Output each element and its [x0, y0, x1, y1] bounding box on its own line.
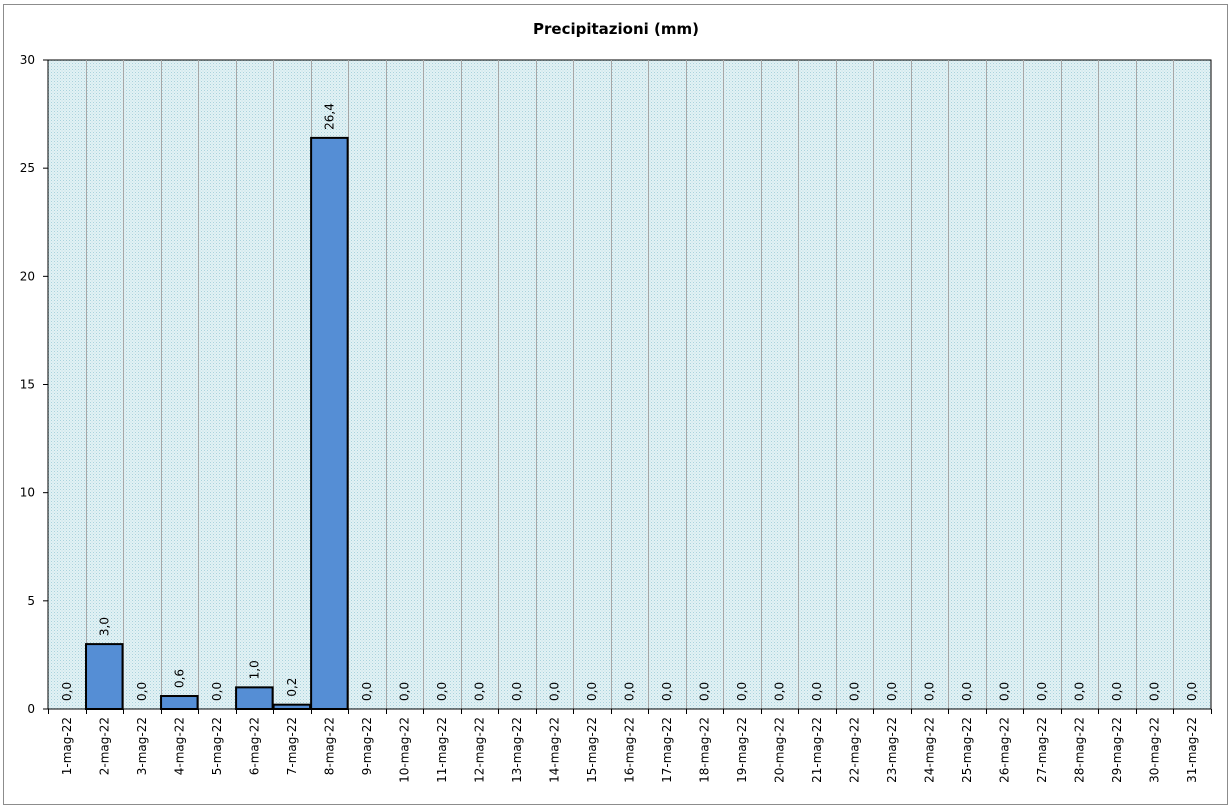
- x-tick-label: 2-mag-22: [97, 717, 111, 775]
- data-label: 0,0: [472, 682, 486, 701]
- data-label: 0,0: [397, 682, 411, 701]
- data-label: 0,0: [1073, 682, 1087, 701]
- data-label: 0,2: [285, 678, 299, 697]
- y-tick-label: 25: [20, 161, 35, 175]
- x-tick-label: 17-mag-22: [660, 717, 674, 783]
- data-label: 0,0: [810, 682, 824, 701]
- x-tick-label: 31-mag-22: [1185, 717, 1199, 783]
- bar: [310, 136, 349, 710]
- data-label: 0,0: [735, 682, 749, 701]
- data-label: 0,6: [172, 669, 186, 688]
- data-label: 0,0: [1035, 682, 1049, 701]
- bar: [160, 695, 199, 711]
- data-label: 0,0: [885, 682, 899, 701]
- x-tick-label: 29-mag-22: [1110, 717, 1124, 783]
- data-labels: 0,0 3,0 0,0 0,6 0,0 1,0 0,2 26,4 0,0 0,0 0,0 0,0 0,0…: [60, 103, 1199, 701]
- y-tick-label: 30: [20, 53, 35, 67]
- data-label: 0,0: [435, 682, 449, 701]
- y-tick-label: 20: [20, 269, 35, 283]
- data-label: 3,0: [97, 617, 111, 636]
- y-axis: 0 5 10 15 20 25 30: [20, 53, 49, 716]
- x-tick-label: 25-mag-22: [960, 717, 974, 783]
- x-tick-label: 12-mag-22: [472, 717, 486, 783]
- x-tick-label: 23-mag-22: [885, 717, 899, 783]
- data-label: 0,0: [60, 682, 74, 701]
- y-tick-label: 15: [20, 378, 35, 392]
- y-tick-label: 5: [27, 594, 35, 608]
- data-label: 0,0: [623, 682, 637, 701]
- chart-title: Precipitazioni (mm): [533, 20, 699, 38]
- data-label: 0,0: [547, 682, 561, 701]
- bar: [235, 686, 274, 710]
- x-tick-label: 5-mag-22: [210, 717, 224, 775]
- x-tick-label: 15-mag-22: [585, 717, 599, 783]
- data-label: 0,0: [210, 682, 224, 701]
- x-tick-label: 3-mag-22: [135, 717, 149, 775]
- x-tick-label: 7-mag-22: [285, 717, 299, 775]
- data-label: 0,0: [698, 682, 712, 701]
- x-tick-label: 24-mag-22: [923, 717, 937, 783]
- bars: [85, 136, 349, 711]
- data-label: 0,0: [848, 682, 862, 701]
- data-label: 0,0: [773, 682, 787, 701]
- data-label: 0,0: [660, 682, 674, 701]
- x-tick-label: 6-mag-22: [247, 717, 261, 775]
- x-axis: 1-mag-22 2-mag-22 3-mag-22 4-mag-22 5-mag-22…: [48, 708, 1212, 783]
- x-tick-label: 14-mag-22: [547, 717, 561, 783]
- bar: [85, 643, 124, 710]
- data-label: 0,0: [585, 682, 599, 701]
- x-tick-label: 9-mag-22: [360, 717, 374, 775]
- data-label: 0,0: [135, 682, 149, 701]
- data-label: 0,0: [998, 682, 1012, 701]
- x-tick-label: 30-mag-22: [1148, 717, 1162, 783]
- x-tick-label: 8-mag-22: [322, 717, 336, 775]
- x-tick-label: 26-mag-22: [998, 717, 1012, 783]
- data-label: 0,0: [1110, 682, 1124, 701]
- x-tick-label: 19-mag-22: [735, 717, 749, 783]
- data-label: 0,0: [960, 682, 974, 701]
- x-tick-label: 11-mag-22: [435, 717, 449, 783]
- x-tick-label: 18-mag-22: [698, 717, 712, 783]
- x-tick-label: 1-mag-22: [60, 717, 74, 775]
- y-tick-label: 10: [20, 486, 35, 500]
- data-label: 0,0: [1185, 682, 1199, 701]
- x-tick-label: 27-mag-22: [1035, 717, 1049, 783]
- x-tick-label: 16-mag-22: [623, 717, 637, 783]
- x-tick-label: 4-mag-22: [172, 717, 186, 775]
- x-tick-label: 10-mag-22: [397, 717, 411, 783]
- bar: [272, 703, 312, 711]
- plot-area: [47, 59, 1212, 710]
- x-tick-label: 28-mag-22: [1073, 717, 1087, 783]
- x-tick-label: 22-mag-22: [848, 717, 862, 783]
- data-label: 1,0: [247, 660, 261, 679]
- x-tick-label: 13-mag-22: [510, 717, 524, 783]
- data-label: 0,0: [510, 682, 524, 701]
- x-tick-label: 20-mag-22: [773, 717, 787, 783]
- x-tick-label: 21-mag-22: [810, 717, 824, 783]
- data-label: 0,0: [360, 682, 374, 701]
- data-label: 0,0: [923, 682, 937, 701]
- data-label: 26,4: [322, 103, 336, 130]
- y-tick-label: 0: [27, 702, 35, 716]
- data-label: 0,0: [1148, 682, 1162, 701]
